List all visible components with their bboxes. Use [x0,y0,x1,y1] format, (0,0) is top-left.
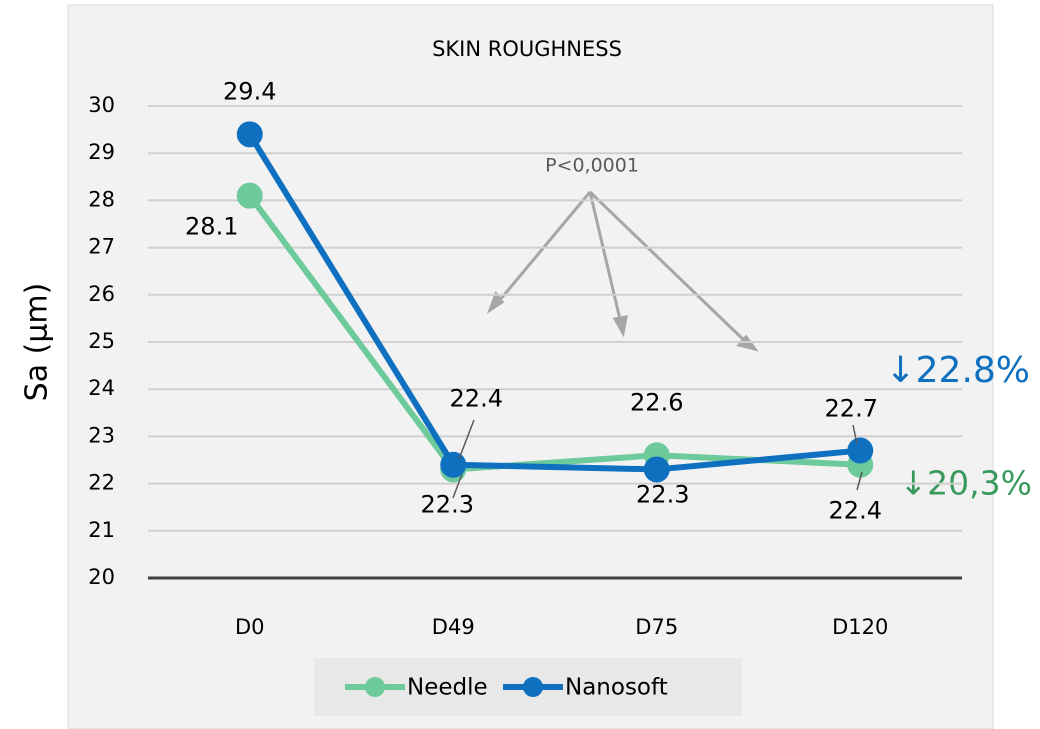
y-tick-label: 23 [88,423,115,447]
x-tick-label: D75 [635,615,678,639]
x-tick-label: D120 [832,615,888,639]
label-leader [452,473,463,499]
series-line [247,132,861,473]
y-tick-label: 24 [88,376,115,400]
y-tick-label: 26 [88,282,115,306]
legend-label: Needle [407,675,488,701]
data-label: 28.1 [185,213,238,241]
x-tick-label: D49 [432,615,475,639]
legend-marker [523,677,543,697]
y-tick-label: 27 [88,235,115,259]
data-point [236,182,263,209]
data-label: 22.3 [636,480,689,508]
data-label: 22.3 [421,490,474,518]
data-point [440,451,467,478]
y-axis-label: Sa (µm) [20,283,55,402]
chart-title: SKIN ROUGHNESS [432,37,622,61]
data-point [847,437,874,464]
chart-background [67,4,994,729]
y-tick-label: 20 [88,565,115,589]
y-tick-label: 30 [88,93,115,117]
data-label: 29.4 [223,77,276,105]
x-tick-label: D0 [235,615,265,639]
p-value: P<0,0001 [545,155,639,177]
p-value-arrows [486,190,759,352]
data-point [236,121,263,148]
y-tick-label: 25 [88,329,115,353]
nanosoft-reduction: ↓22.8% [885,350,1030,391]
legend-marker [365,677,385,697]
data-label: 22.6 [630,388,683,416]
y-tick-label: 28 [88,187,115,211]
data-label: 22.4 [829,497,882,525]
label-leader [852,424,858,445]
y-tick-label: 29 [88,140,115,164]
y-tick-label: 22 [88,471,115,495]
data-point [643,456,670,483]
y-tick-label: 21 [88,518,115,542]
data-label: 22.4 [450,385,503,413]
legend-label: Nanosoft [565,675,668,701]
data-label: 22.7 [825,395,878,423]
label-leader [856,471,863,491]
label-leader [458,419,475,460]
